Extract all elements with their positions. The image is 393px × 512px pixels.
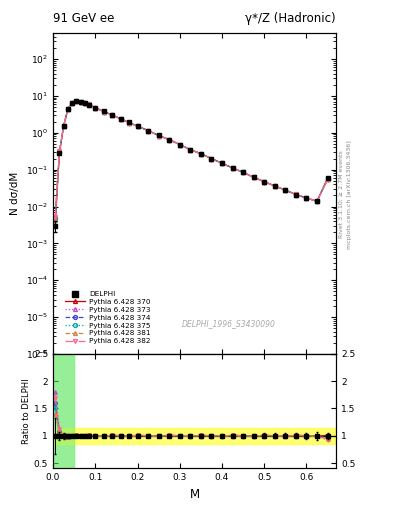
Y-axis label: Ratio to DELPHI: Ratio to DELPHI [22, 378, 31, 444]
Y-axis label: N dσ/dM: N dσ/dM [10, 172, 20, 215]
X-axis label: M: M [189, 488, 200, 501]
Bar [53, 428, 336, 444]
Text: DELPHI_1996_S3430090: DELPHI_1996_S3430090 [182, 319, 275, 328]
Text: Rivet 3.1.10; ≥ 2.7M events: Rivet 3.1.10; ≥ 2.7M events [339, 151, 344, 239]
Text: mcplots.cern.ch [arXiv:1306.3436]: mcplots.cern.ch [arXiv:1306.3436] [347, 140, 352, 249]
Bar [53, 354, 74, 468]
Text: γ*/Z (Hadronic): γ*/Z (Hadronic) [245, 12, 336, 25]
Text: 91 GeV ee: 91 GeV ee [53, 12, 114, 25]
Legend: DELPHI, Pythia 6.428 370, Pythia 6.428 373, Pythia 6.428 374, Pythia 6.428 375, : DELPHI, Pythia 6.428 370, Pythia 6.428 3… [62, 288, 153, 347]
Bar [53, 354, 74, 468]
